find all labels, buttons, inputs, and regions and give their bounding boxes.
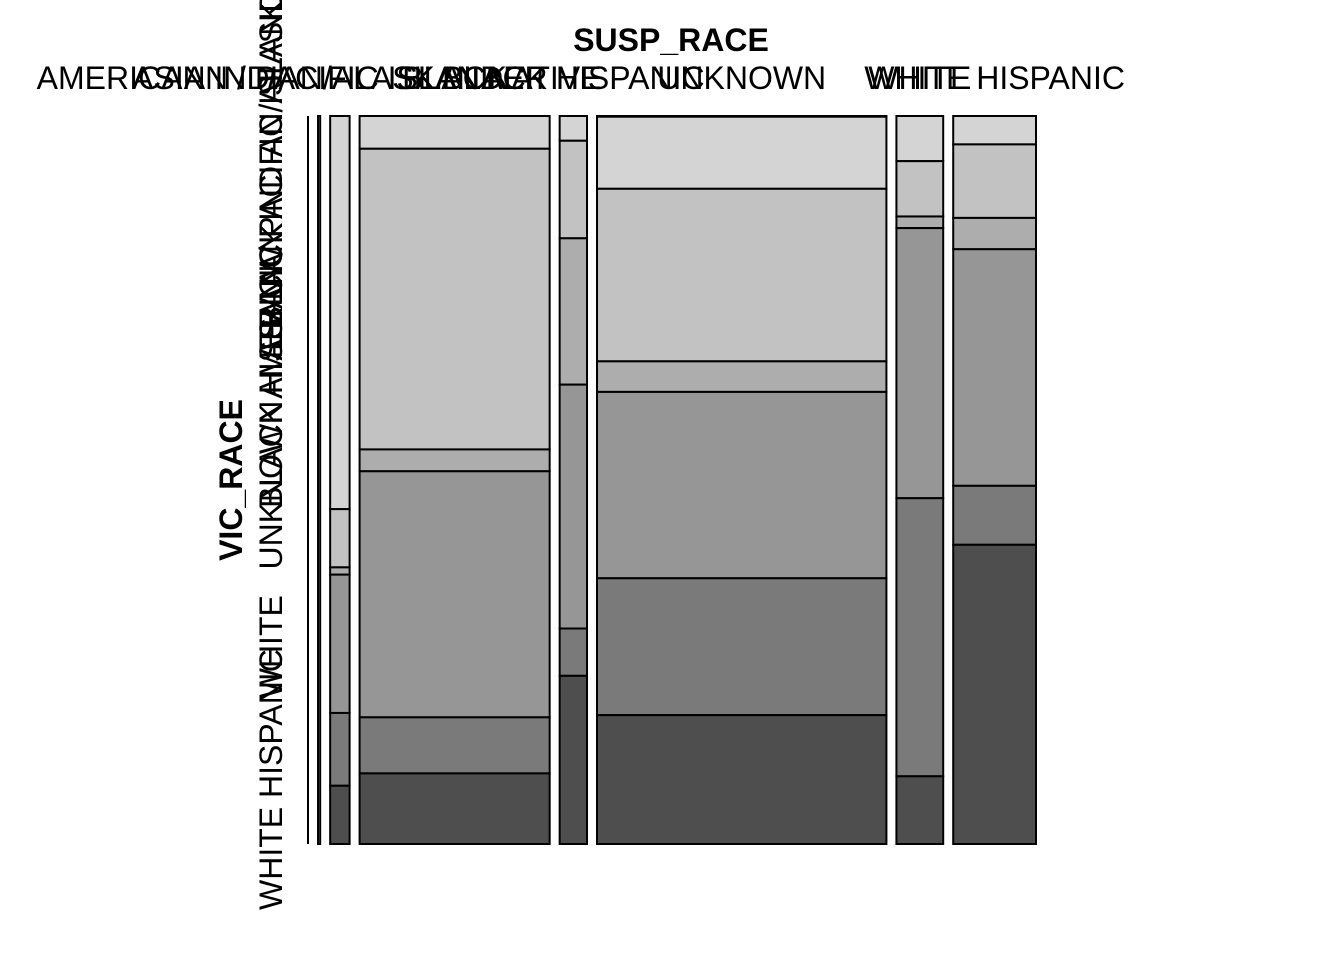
mosaic-tile	[558, 237, 589, 386]
mosaic-tile	[329, 711, 351, 787]
mosaic-tile	[558, 139, 589, 240]
mosaic-tile	[358, 772, 551, 845]
mosaic-tile	[952, 484, 1038, 546]
mosaic-tile	[317, 115, 322, 845]
y-tick-label: UNKNOWN	[253, 401, 289, 570]
mosaic-tile	[358, 448, 551, 473]
mosaic-tile	[596, 390, 888, 580]
x-tick-label: WHITE HISPANIC	[864, 60, 1125, 96]
mosaic-tile	[952, 543, 1038, 845]
mosaic-tile	[329, 508, 351, 569]
x-tick-label: BLACK HISPANIC	[442, 60, 705, 96]
x-tick-label: UNKNOWN	[657, 60, 826, 96]
x-tick-label: BLACK	[402, 60, 507, 96]
mosaic-tile	[558, 627, 589, 677]
y-tick-label: BLACK HISPANIC	[253, 245, 289, 508]
mosaic-tile	[596, 360, 888, 393]
mosaic-tile	[895, 215, 945, 230]
mosaic-tile	[358, 470, 551, 719]
mosaic-tile	[895, 775, 945, 846]
mosaic-tile	[329, 115, 351, 511]
mosaic-tile	[895, 227, 945, 500]
mosaic-tile	[329, 573, 351, 714]
mosaic-tile	[596, 577, 888, 717]
mosaic-tile	[558, 674, 589, 845]
mosaic-tiles	[307, 115, 1038, 846]
y-tick-label: ASIAN / PACIFIC ISLANDER	[253, 0, 289, 361]
mosaic-tile	[895, 115, 945, 163]
mosaic-tile	[558, 383, 589, 630]
x-axis-title: SUSP_RACE	[573, 22, 769, 58]
mosaic-tile	[596, 714, 888, 845]
mosaic-tile	[596, 115, 888, 190]
mosaic-tile	[329, 784, 351, 846]
mosaic-tile	[895, 497, 945, 778]
x-tick-label: ASIAN / PACIFIC ISLANDER	[132, 60, 548, 96]
mosaic-tile	[358, 716, 551, 775]
mosaic-tile	[596, 187, 888, 363]
mosaic-tile	[952, 248, 1038, 487]
mosaic-tile	[895, 160, 945, 218]
y-tick-label: WHITE HISPANIC	[253, 649, 289, 910]
mosaic-tile	[952, 143, 1038, 219]
y-axis-title: VIC_RACE	[213, 399, 249, 561]
mosaic-tile	[952, 115, 1038, 146]
y-tick-label: WHITE	[253, 595, 289, 698]
mosaic-tile	[558, 115, 589, 142]
mosaic-tile	[952, 216, 1038, 251]
mosaic-tile	[329, 566, 351, 576]
y-tick-label: BLACK	[253, 223, 289, 328]
x-tick-label: WHITE	[868, 60, 971, 96]
x-tick-label: AMERICAN INDIAN/ALASKAN NATIVE	[37, 60, 602, 96]
y-tick-label: AMERICAN INDIAN/ALASKAN NATIVE	[253, 0, 289, 399]
mosaic-tile	[358, 115, 551, 150]
mosaic-tile	[358, 147, 551, 451]
